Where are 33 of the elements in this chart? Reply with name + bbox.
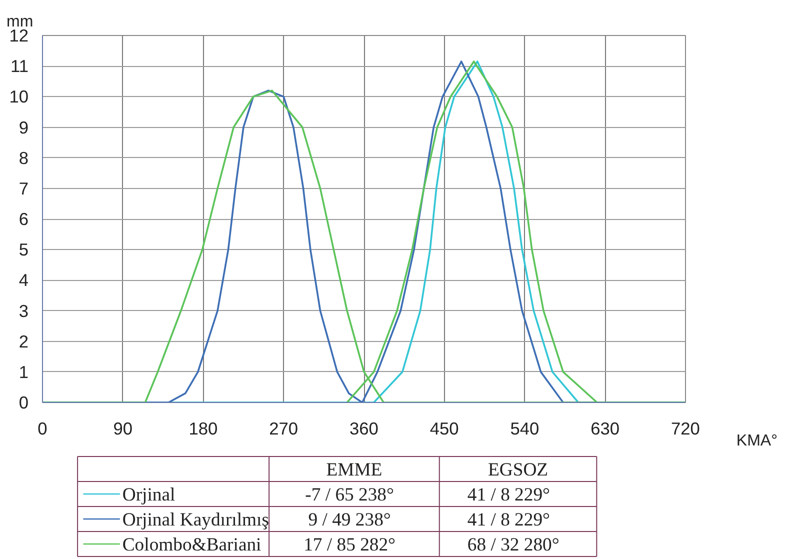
x-tick-label: 0 bbox=[38, 418, 48, 438]
text: 17 / 85 282° bbox=[304, 534, 396, 556]
x-tick-label: 180 bbox=[188, 418, 218, 438]
y-tick-label: 0 bbox=[18, 392, 29, 412]
x-tick-label: 540 bbox=[510, 418, 540, 438]
text: EGSOZ bbox=[488, 460, 548, 480]
x-tick-label: 90 bbox=[113, 418, 133, 438]
text: 41 / 8 229° bbox=[467, 484, 550, 506]
legend-label: Orjinal Kaydırılmış bbox=[122, 510, 270, 530]
x-tick-label: 450 bbox=[430, 418, 459, 438]
text: -7 / 65 238° bbox=[305, 484, 394, 506]
y-tick-label: 1 bbox=[18, 362, 29, 382]
y-tick-label: 8 bbox=[18, 148, 29, 168]
x-axis-title: KMA° bbox=[736, 432, 778, 450]
text: EMME bbox=[326, 460, 382, 480]
text: 41 / 8 229° bbox=[467, 510, 550, 530]
y-tick-label: 3 bbox=[18, 300, 29, 321]
y-tick-label: 4 bbox=[18, 270, 29, 290]
y-tick-label: 11 bbox=[10, 56, 29, 76]
text: 68 / 32 280° bbox=[467, 534, 560, 556]
y-tick-label: 6 bbox=[18, 209, 29, 229]
y-tick-label: 2 bbox=[18, 331, 29, 352]
legend-label: Colombo&Bariani bbox=[122, 534, 262, 556]
x-tick-label: 360 bbox=[350, 418, 378, 438]
legend-label: Orjinal bbox=[122, 484, 176, 506]
y-tick-label: 7 bbox=[18, 178, 29, 198]
text: 9 / 49 238° bbox=[308, 510, 391, 530]
x-tick-label: 270 bbox=[269, 418, 298, 438]
y-tick-label: 10 bbox=[9, 86, 29, 107]
x-tick-label: 630 bbox=[590, 418, 620, 438]
y-tick-label: 9 bbox=[18, 117, 29, 138]
x-tick-label: 720 bbox=[671, 418, 700, 438]
y-tick-label: 5 bbox=[18, 240, 29, 260]
